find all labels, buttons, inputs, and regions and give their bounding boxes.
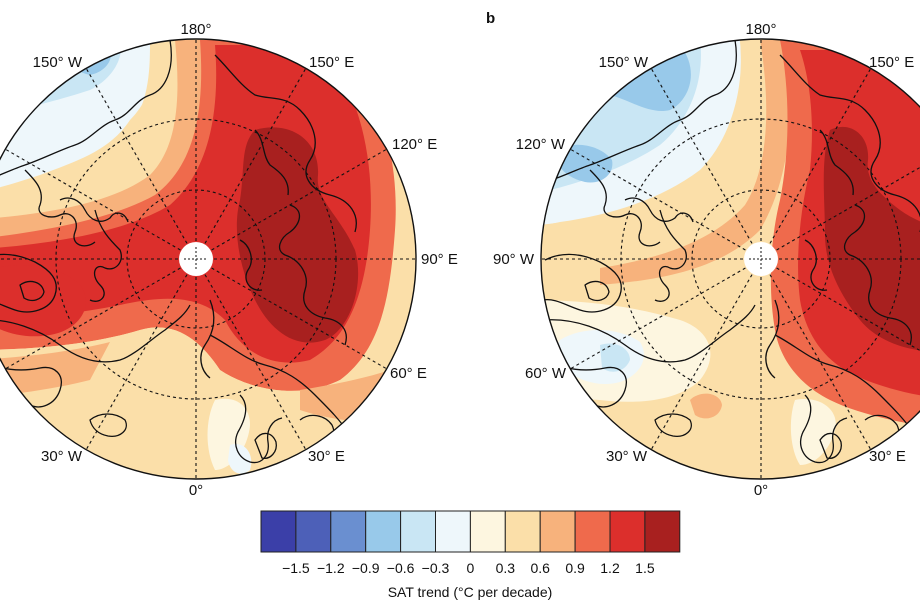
colorbar-tick-label: 1.5: [635, 560, 655, 576]
map-a-label-60e: 60° E: [390, 365, 427, 382]
colorbar-tick-label: −0.9: [352, 560, 380, 576]
colorbar-swatch: [504, 510, 541, 553]
map-b-label-180: 180°: [745, 21, 776, 38]
map-b-label-150w: 150° W: [599, 54, 649, 71]
colorbar-swatch: [435, 510, 471, 553]
map-a-label-180: 180°: [180, 21, 211, 38]
map-b-label-90w: 90° W: [493, 251, 535, 268]
colorbar-swatch: [260, 510, 297, 553]
map-a-label-30w: 30° W: [41, 448, 83, 465]
colorbar-tick-label: 0: [467, 560, 475, 576]
map-panel-b: [540, 38, 920, 480]
map-panel-a: [0, 38, 417, 480]
colorbar-swatch: [295, 510, 332, 553]
colorbar-tick-label: 0.6: [530, 560, 550, 576]
panel-b-letter: b: [486, 10, 495, 27]
map-b-label-30e: 30° E: [869, 448, 906, 465]
colorbar-swatch: [400, 510, 437, 553]
map-a-label-90e: 90° E: [421, 251, 458, 268]
colorbar-swatch: [330, 510, 367, 553]
colorbar: [260, 510, 681, 553]
map-b-label-0: 0°: [754, 482, 768, 499]
map-b-label-60w: 60° W: [525, 365, 567, 382]
colorbar-swatch: [609, 510, 646, 553]
colorbar-tick-label: 0.9: [565, 560, 585, 576]
map-a-boundary: [0, 38, 417, 480]
colorbar-tick-label: 0.3: [496, 560, 516, 576]
colorbar-swatch: [469, 510, 506, 553]
sat-trend-field-b: [541, 39, 920, 479]
map-b-boundary: [540, 38, 920, 480]
colorbar-title: SAT trend (°C per decade): [388, 584, 553, 600]
map-a-label-30e: 30° E: [308, 448, 345, 465]
colorbar-tick-label: 1.2: [600, 560, 620, 576]
map-a-label-150e: 150° E: [309, 54, 354, 71]
colorbar-swatch: [365, 510, 402, 553]
map-b-label-120w: 120° W: [516, 136, 566, 153]
colorbar-tick-label: −0.6: [387, 560, 415, 576]
map-a-label-150w: 150° W: [33, 54, 83, 71]
colorbar-tick-label: −1.2: [317, 560, 345, 576]
map-b-labels: 180° 150° E 150° W 120° W 90° W 60° W 30…: [493, 21, 914, 499]
colorbar-tick-labels: −1.5 −1.2 −0.9 −0.6 −0.3 0 0.3 0.6 0.9 1.2 1.5: [282, 560, 655, 576]
colorbar-tick-label: −0.3: [422, 560, 450, 576]
map-b-label-150e: 150° E: [869, 54, 914, 71]
map-a-label-120e: 120° E: [392, 136, 437, 153]
colorbar-swatch: [644, 510, 681, 553]
colorbar-tick-label: −1.5: [282, 560, 310, 576]
colorbar-swatch: [539, 510, 576, 553]
map-a-label-0: 0°: [189, 482, 203, 499]
colorbar-swatch: [574, 510, 611, 553]
map-b-label-30w: 30° W: [606, 448, 648, 465]
map-a-labels: 180° 150° E 120° E 90° E 60° E 30° E 0° …: [33, 21, 458, 499]
sat-trend-field-a: [0, 39, 416, 479]
